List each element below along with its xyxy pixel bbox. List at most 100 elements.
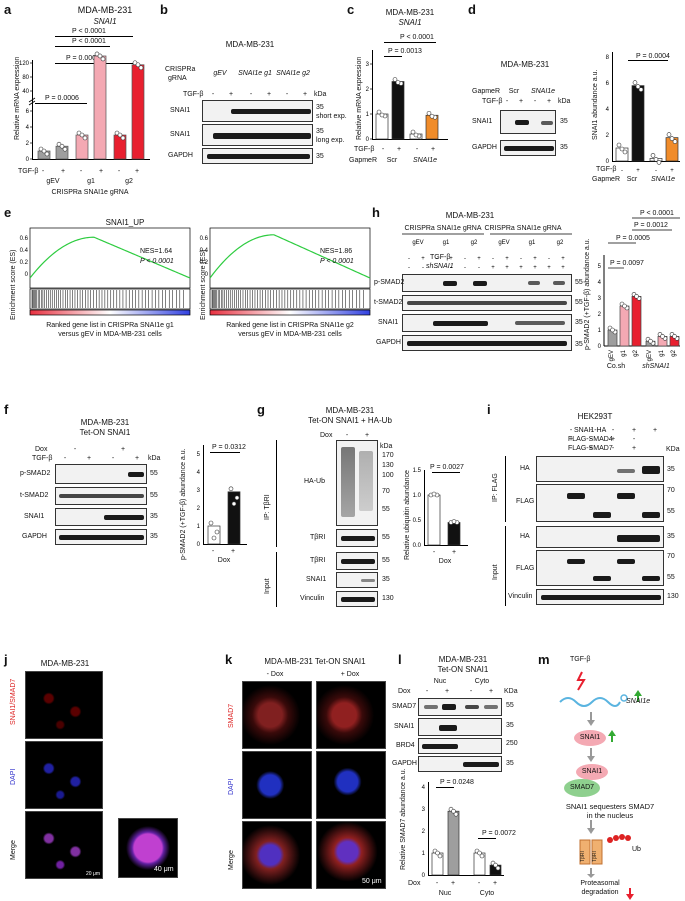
blot-tsmad2 <box>55 487 147 505</box>
pval: P = 0.0004 <box>66 55 100 62</box>
sign: - <box>79 168 83 175</box>
sign: + <box>652 427 658 434</box>
sign: - <box>41 168 45 175</box>
mw: 55 <box>382 557 390 564</box>
panel-b-title: MDA-MB-231 <box>225 40 275 49</box>
panel-g-subtitle: Tet-ON SNAI1 + HA-Ub <box>308 416 392 425</box>
sign: + <box>533 265 537 271</box>
mw: 70 <box>667 553 675 560</box>
sign: + <box>134 455 140 462</box>
y-tick-label: 5 <box>197 452 201 458</box>
tgf-label: TGF-β <box>354 146 375 153</box>
data-point <box>62 146 68 152</box>
sign: + <box>98 168 104 175</box>
x-tick-label: g1 <box>659 349 665 356</box>
y-tick-label: 2 <box>366 87 370 93</box>
row-label: p-SMAD2 <box>20 470 51 477</box>
sign: - <box>117 168 121 175</box>
panel-label-l: l <box>398 652 402 667</box>
sign: - <box>505 98 509 105</box>
tgf-label: TGF-β <box>430 254 451 261</box>
col: - Dox <box>266 671 284 678</box>
y-tick-label: 4 <box>422 785 426 791</box>
blot-snai1-long <box>202 124 313 146</box>
sign: - <box>422 265 424 271</box>
blot-vinculin <box>536 589 664 605</box>
mw: 35 <box>506 760 514 767</box>
sign: - <box>63 455 67 462</box>
mw: 170 <box>382 452 394 459</box>
mw: 100 <box>382 472 394 479</box>
blot-input-flag <box>536 550 664 586</box>
tgf-label: TGF-β <box>183 91 204 98</box>
tgf-label: TGF-β <box>570 656 591 663</box>
row-label: FLAG <box>516 498 535 505</box>
data-point <box>634 294 639 299</box>
blot-ip-flag <box>536 484 664 522</box>
mw: 35 <box>560 118 568 125</box>
pval: P = 0.0012 <box>634 222 668 229</box>
data-point <box>100 56 106 62</box>
sign: - <box>655 168 657 174</box>
row-label: t-SMAD2 <box>374 299 403 306</box>
data-point <box>379 112 385 118</box>
row-label: GAPDH <box>392 760 417 767</box>
image-merge <box>25 811 103 879</box>
col-label: g2 <box>557 240 564 246</box>
sign: - <box>436 265 438 271</box>
panel-l-bars: 0 1 2 3 4 <box>422 785 502 879</box>
rank-gradient <box>29 309 191 316</box>
caption: Ranked gene list in CRISPRa SNAI1e g2 <box>226 322 354 329</box>
condition: FLAG-SMAD7 <box>568 445 613 452</box>
kda: kDa <box>314 91 327 98</box>
col-label: gEV <box>498 240 509 246</box>
panel-label-j: j <box>4 652 8 667</box>
blot-ha-ub <box>336 440 378 526</box>
sign: - <box>469 688 473 695</box>
mw: 35 <box>150 533 158 540</box>
pval: P = 0.0006 <box>45 95 79 102</box>
tgf-label: TGF-β <box>596 166 617 173</box>
y-tick-label: 0 <box>197 542 201 548</box>
data-point <box>120 135 126 141</box>
pval: P = 0.0005 <box>616 235 650 242</box>
blot-tbri-ip <box>336 529 378 547</box>
y-tick-label: 2 <box>606 133 610 139</box>
mw: 55 <box>667 574 675 581</box>
y-tick-label: 0 <box>606 159 610 165</box>
mw: 35 <box>560 144 568 151</box>
panel-i-title: HEK293T <box>577 412 613 421</box>
sign: + <box>561 256 565 262</box>
sign: - <box>464 265 466 271</box>
data-point <box>660 334 665 339</box>
mw: 35 <box>667 533 675 540</box>
receptor-label: TβRI <box>580 851 586 862</box>
pval: P = 0.0004 <box>636 53 670 60</box>
gapmer-label: GapmeR <box>349 157 378 164</box>
blot-psmad2 <box>55 464 147 484</box>
sign: - <box>520 256 522 262</box>
row-label: TβRI <box>310 557 326 564</box>
y-tick-label: 6 <box>26 109 30 115</box>
sign: - <box>408 256 410 262</box>
row-label: SNAI1 <box>170 107 191 114</box>
mw: 55 <box>150 492 158 499</box>
data-point <box>610 327 615 333</box>
data-point <box>431 491 437 497</box>
sign: - <box>408 265 410 271</box>
x-tick-label: g2 <box>671 349 677 356</box>
y-tick-label: 4 <box>197 470 201 476</box>
panel-j-title: MDA-MB-231 <box>40 659 90 668</box>
panel-label-k: k <box>225 652 233 667</box>
sign: - <box>415 146 419 153</box>
row-label: Vinculin <box>300 595 325 602</box>
blot-snai1 <box>402 314 572 332</box>
data-point <box>208 520 214 526</box>
condition: FLAG-SMAD4 <box>568 436 613 443</box>
x-tick-label: g1 <box>621 349 627 356</box>
data-point <box>59 143 65 149</box>
sign: - <box>285 91 289 98</box>
sign: + <box>505 256 509 262</box>
pval: P < 0.0001 <box>72 38 106 45</box>
sign: + <box>60 168 66 175</box>
